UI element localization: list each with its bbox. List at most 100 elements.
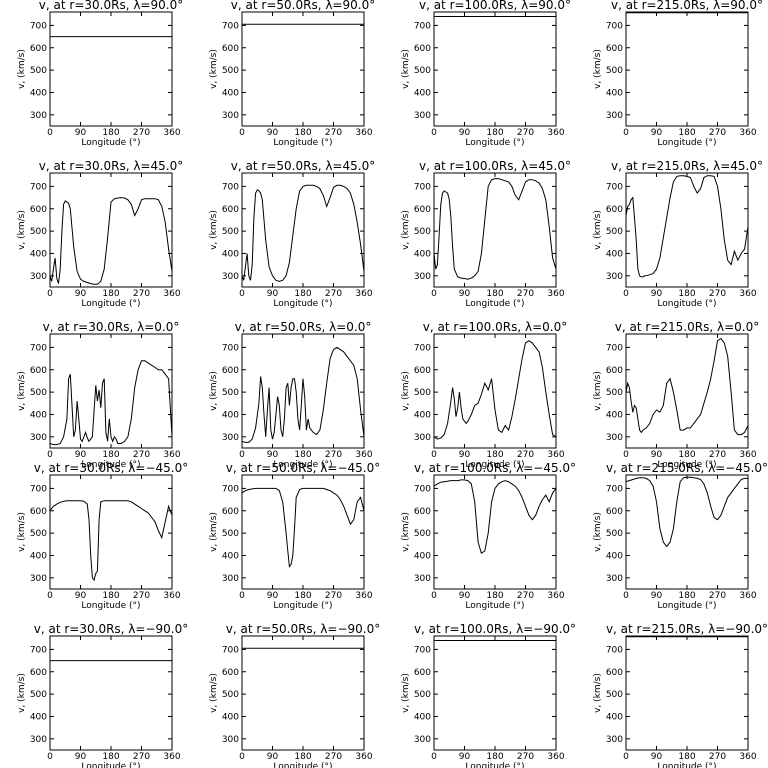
subplot-18: v, at r=50.0Rs, λ=−90.0° 0 90 180 270 360 300 4… [209, 622, 380, 768]
x-tick-label: 180 [678, 591, 695, 601]
x-tick-label: 180 [486, 752, 503, 762]
y-axis-label: v, (km/s) [401, 673, 411, 713]
plot-frame [625, 635, 749, 751]
y-tick-label: 700 [30, 645, 47, 655]
y-tick-label: 600 [30, 507, 47, 517]
y-tick-label: 300 [30, 272, 47, 282]
x-tick-label: 360 [739, 752, 756, 762]
x-axis-label: Longitude (°) [657, 138, 716, 148]
x-tick-label: 360 [163, 752, 180, 762]
y-axis-label: v, (km/s) [209, 49, 219, 89]
x-tick-label: 360 [163, 450, 180, 460]
y-tick-label: 500 [606, 690, 623, 700]
y-tick-label: 700 [414, 182, 431, 192]
x-tick-label: 0 [623, 289, 629, 299]
y-tick-label: 700 [606, 182, 623, 192]
series-line [626, 337, 748, 436]
y-tick-label: 700 [222, 484, 239, 494]
x-tick-label: 90 [267, 289, 279, 299]
x-axis-label: Longitude (°) [657, 299, 716, 309]
x-tick-label: 360 [355, 289, 372, 299]
subplot-title: v, at r=215.0Rs, λ=0.0° [615, 320, 759, 334]
y-tick-label: 400 [414, 88, 431, 98]
y-axis-label: v, (km/s) [593, 371, 603, 411]
x-tick-label: 90 [651, 591, 663, 601]
subplot-4: v, at r=215.0Rs, λ=90.0° 0 90 180 270 360 300 4… [593, 0, 763, 148]
x-tick-label: 180 [678, 128, 695, 138]
subplot-10: v, at r=50.0Rs, λ=0.0° 0 90 180 270 360 300 400… [209, 320, 373, 470]
series-line [434, 340, 556, 440]
y-axis-label: v, (km/s) [17, 673, 27, 713]
y-tick-label: 700 [414, 21, 431, 31]
plot-frame [49, 11, 173, 127]
x-tick-label: 270 [325, 450, 342, 460]
subplot-title: v, at r=100.0Rs, λ=−45.0° [414, 461, 576, 475]
subplot-title: v, at r=215.0Rs, λ=45.0° [611, 159, 763, 173]
y-tick-label: 300 [414, 735, 431, 745]
plot-frame [433, 474, 557, 590]
x-tick-label: 180 [102, 591, 119, 601]
series-line [626, 476, 748, 548]
x-tick-label: 270 [133, 591, 150, 601]
x-tick-label: 180 [486, 289, 503, 299]
x-tick-label: 270 [709, 289, 726, 299]
y-tick-label: 500 [30, 529, 47, 539]
subplot-15: v, at r=100.0Rs, λ=−45.0° 0 90 180 270 360 300… [401, 461, 576, 611]
x-tick-label: 270 [709, 591, 726, 601]
y-tick-label: 600 [222, 205, 239, 215]
x-tick-label: 360 [355, 591, 372, 601]
x-tick-label: 270 [133, 128, 150, 138]
y-tick-label: 500 [606, 227, 623, 237]
x-tick-label: 90 [75, 128, 87, 138]
y-tick-label: 700 [30, 182, 47, 192]
plot-frame [49, 474, 173, 590]
x-tick-label: 360 [739, 450, 756, 460]
x-tick-label: 180 [486, 591, 503, 601]
x-tick-label: 270 [517, 128, 534, 138]
y-tick-label: 500 [30, 388, 47, 398]
y-tick-label: 400 [414, 410, 431, 420]
x-tick-label: 90 [459, 128, 471, 138]
y-tick-label: 500 [222, 388, 239, 398]
x-tick-label: 270 [709, 752, 726, 762]
y-tick-label: 400 [222, 712, 239, 722]
y-tick-label: 500 [222, 690, 239, 700]
y-tick-label: 600 [414, 668, 431, 678]
x-axis-label: Longitude (°) [273, 138, 332, 148]
subplot-title: v, at r=30.0Rs, λ=−90.0° [34, 622, 188, 636]
x-tick-label: 180 [486, 128, 503, 138]
y-tick-label: 500 [222, 66, 239, 76]
y-axis-label: v, (km/s) [593, 673, 603, 713]
x-axis-label: Longitude (°) [81, 138, 140, 148]
y-tick-label: 600 [606, 44, 623, 54]
subplot-title: v, at r=50.0Rs, λ=−90.0° [226, 622, 380, 636]
subplot-3: v, at r=100.0Rs, λ=90.0° 0 90 180 270 360 300 4… [401, 0, 571, 148]
x-axis-label: Longitude (°) [465, 601, 524, 611]
y-tick-label: 300 [222, 272, 239, 282]
y-tick-label: 500 [414, 66, 431, 76]
x-tick-label: 0 [239, 591, 245, 601]
y-tick-label: 700 [30, 484, 47, 494]
y-tick-label: 600 [414, 205, 431, 215]
y-axis-label: v, (km/s) [401, 512, 411, 552]
y-tick-label: 300 [222, 735, 239, 745]
y-tick-label: 300 [30, 433, 47, 443]
y-tick-label: 700 [414, 484, 431, 494]
plot-frame [241, 172, 365, 288]
y-tick-label: 600 [414, 366, 431, 376]
y-axis-label: v, (km/s) [17, 210, 27, 250]
plot-frame [433, 11, 557, 127]
x-tick-label: 270 [325, 128, 342, 138]
x-tick-label: 180 [294, 289, 311, 299]
x-tick-label: 90 [459, 752, 471, 762]
series-line [626, 175, 748, 278]
y-tick-label: 400 [30, 410, 47, 420]
x-tick-label: 0 [239, 752, 245, 762]
y-tick-label: 600 [222, 44, 239, 54]
y-tick-label: 700 [414, 343, 431, 353]
subplot-title: v, at r=100.0Rs, λ=90.0° [419, 0, 571, 12]
x-tick-label: 270 [517, 289, 534, 299]
x-tick-label: 0 [47, 128, 53, 138]
x-tick-label: 90 [75, 289, 87, 299]
series-line [242, 346, 364, 443]
